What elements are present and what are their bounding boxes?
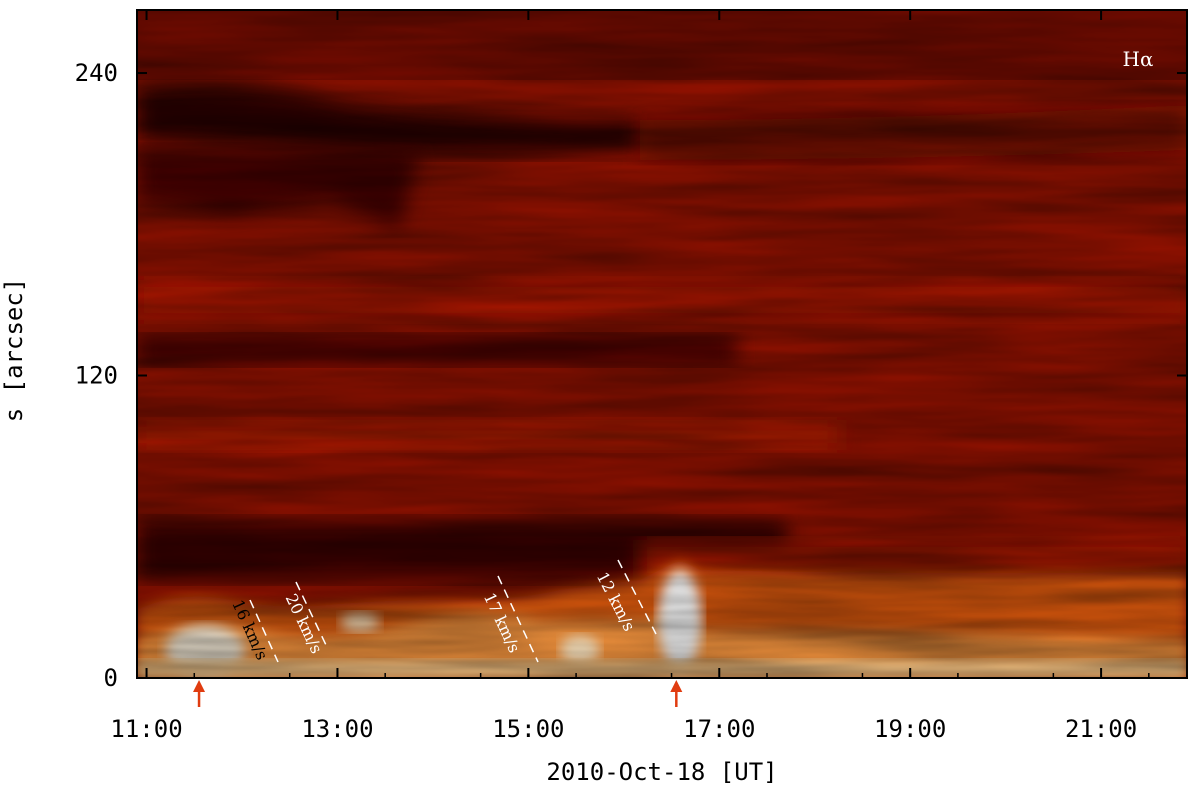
- x-tick-label: 11:00: [110, 715, 182, 743]
- x-tick-label: 21:00: [1065, 715, 1137, 743]
- event-markers: [193, 680, 683, 707]
- y-axis: 0 120 240: [75, 59, 1187, 692]
- panel-label: Hα: [1123, 47, 1154, 71]
- y-axis-title: s [arcsec]: [0, 278, 28, 423]
- x-tick-label: 13:00: [301, 715, 373, 743]
- velocity-fit-line: [295, 581, 327, 646]
- plot-frame: [136, 9, 1188, 679]
- heatmap-image: [137, 10, 1187, 678]
- x-axis: 11:00 13:00 15:00 17:00 19:00 21:00: [110, 10, 1150, 743]
- event-arrow-icon: [193, 680, 206, 692]
- y-tick-label: 0: [104, 664, 118, 692]
- y-tick-label: 120: [75, 362, 118, 390]
- x-axis-title: 2010-Oct-18 [UT]: [546, 758, 777, 786]
- event-arrow-icon: [670, 680, 683, 692]
- x-tick-label: 19:00: [874, 715, 946, 743]
- y-tick-label: 240: [75, 59, 118, 87]
- x-tick-label: 17:00: [683, 715, 755, 743]
- velocity-fit-line: [249, 599, 279, 663]
- velocity-fit-line: [497, 575, 539, 663]
- x-tick-label: 15:00: [492, 715, 564, 743]
